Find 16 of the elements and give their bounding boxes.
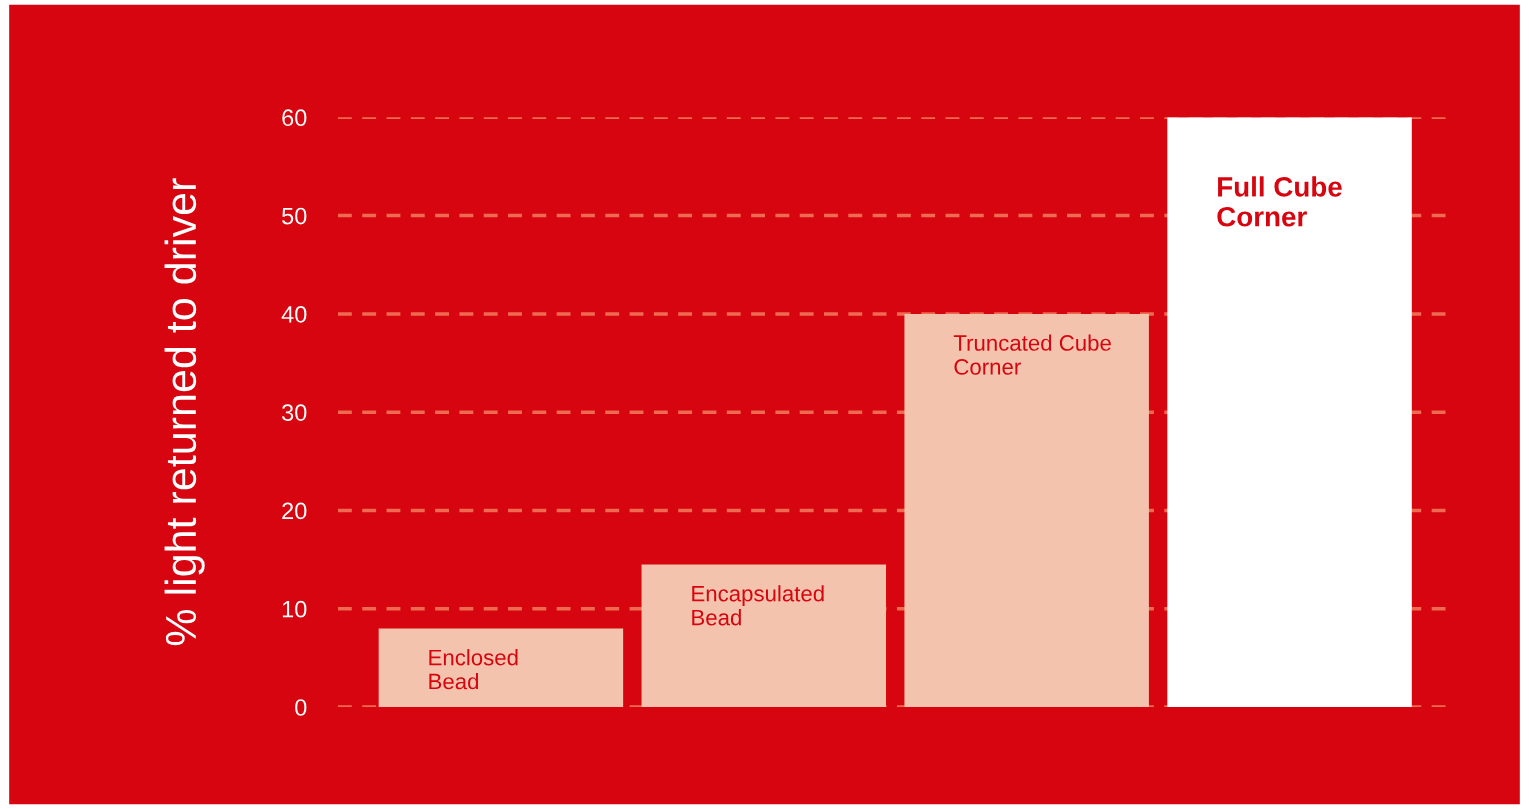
- bar: [641, 564, 887, 708]
- y-tick-label: 0: [295, 699, 307, 716]
- y-tick-label: 60: [282, 109, 307, 127]
- y-tick-label: 40: [281, 305, 307, 323]
- y-tick-label: 30: [281, 404, 307, 421]
- y-tick-label: 20: [282, 502, 307, 520]
- y-tick-label: 10: [282, 600, 307, 618]
- x-tick-label: Full Cube Corner: [1217, 176, 1342, 227]
- y-tick-label: 50: [282, 207, 307, 225]
- x-tick-label: Enclosed Bead: [429, 649, 518, 690]
- bar: [378, 628, 624, 708]
- y-axis-title: % light returned to driver: [164, 178, 205, 646]
- bar: [904, 313, 1149, 708]
- bar: [1167, 117, 1412, 708]
- x-tick-label: Truncated Cube Corner: [953, 334, 1111, 375]
- x-tick-label: Encapsulated Bead: [692, 585, 824, 626]
